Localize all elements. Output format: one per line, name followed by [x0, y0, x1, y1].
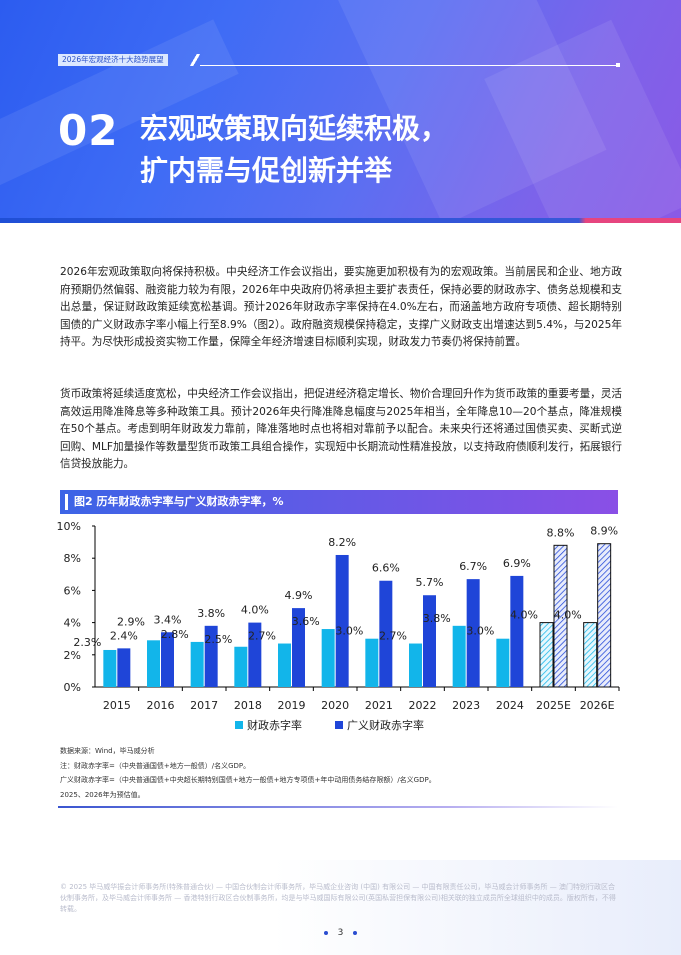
x-tick-label: 2015 — [103, 699, 131, 712]
header-stripe — [0, 218, 681, 223]
data-label-fiscal-deficit: 3.8% — [423, 612, 451, 625]
x-tick-label: 2025E — [536, 699, 571, 712]
x-tick-label: 2021 — [365, 699, 393, 712]
y-tick-label: 10% — [57, 520, 81, 533]
data-label-broad-deficit: 4.9% — [285, 589, 313, 602]
bar-broad-deficit — [466, 579, 480, 687]
bar-broad-deficit — [423, 595, 436, 687]
tag-dot-icon — [616, 63, 620, 67]
data-label-fiscal-deficit: 2.3% — [73, 636, 101, 649]
bar-fiscal-deficit — [539, 622, 554, 688]
data-label-broad-deficit: 4.0% — [241, 604, 269, 617]
data-label-broad-deficit: 8.8% — [547, 526, 575, 539]
x-tick-label: 2022 — [409, 699, 437, 712]
x-tick-label: 2018 — [234, 699, 262, 712]
bar-fiscal-deficit — [365, 638, 379, 687]
data-label-broad-deficit: 3.4% — [154, 613, 182, 626]
title-line-1: 宏观政策取向延续积极， — [140, 112, 449, 145]
paragraph-fiscal: 2026年宏观政策取向将保持积极。中央经济工作会议指出，要实施更加积极有为的宏观… — [60, 266, 622, 349]
section-title: 宏观政策取向延续积极， 扩内需与促创新并举 — [140, 108, 448, 192]
note-fiscal-deficit: 注：财政赤字率=（中央普通国债+地方一般债）/名义GDP。 — [60, 761, 251, 770]
data-label-broad-deficit: 8.2% — [328, 536, 356, 549]
legend-label: 广义财政赤字率 — [347, 718, 424, 732]
hero-banner — [0, 0, 681, 222]
data-label-broad-deficit: 2.4% — [110, 629, 138, 642]
page-number: 3 — [337, 928, 344, 938]
bar-broad-deficit — [510, 575, 524, 687]
data-label-fiscal-deficit: 3.6% — [292, 615, 320, 628]
data-label-fiscal-deficit: 2.5% — [204, 633, 232, 646]
x-tick-label: 2026E — [580, 699, 615, 712]
data-label-fiscal-deficit: 2.7% — [248, 630, 276, 643]
bar-fiscal-deficit — [409, 643, 422, 687]
bar-fiscal-deficit — [496, 638, 510, 687]
paragraph-monetary: 货币政策将延续适度宽松，中央经济工作会议指出，把促进经济稳定增长、物价合理回升作… — [60, 388, 622, 471]
data-label-broad-deficit: 6.6% — [372, 562, 400, 575]
tag-arrow-icon — [190, 54, 200, 66]
data-label-fiscal-deficit: 3.0% — [335, 625, 363, 638]
legend-swatch — [335, 721, 343, 729]
data-label-broad-deficit: 6.9% — [503, 557, 531, 570]
title-line-2: 扩内需与促创新并举 — [140, 154, 393, 187]
bar-fiscal-deficit — [190, 641, 204, 687]
y-tick-label: 0% — [64, 681, 81, 694]
data-label-fiscal-deficit: 2.7% — [379, 630, 407, 643]
chart-notes: 数据来源：Wind，毕马威分析 注：财政赤字率=（中央普通国债+地方一般债）/名… — [60, 744, 436, 802]
data-label-broad-deficit: 5.7% — [416, 576, 444, 589]
x-tick-label: 2020 — [321, 699, 349, 712]
bar-fiscal-deficit — [321, 629, 335, 687]
data-source: 数据来源：Wind，毕马威分析 — [60, 747, 155, 755]
data-label-broad-deficit: 8.9% — [590, 525, 618, 538]
data-label-broad-deficit: 6.7% — [459, 560, 487, 573]
x-tick-label: 2024 — [496, 699, 524, 712]
note-broad-deficit: 广义财政赤字率=（中央普通国债+中央超长期特别国债+地方一般债+地方专项债+年中… — [60, 776, 436, 784]
notes-divider — [58, 806, 618, 808]
bar-broad-deficit — [335, 554, 349, 687]
bar-broad-deficit — [204, 625, 218, 687]
bar-broad-deficit — [553, 544, 568, 688]
bar-fiscal-deficit — [452, 625, 466, 687]
bar-fiscal-deficit — [147, 640, 160, 687]
y-tick-label: 6% — [64, 584, 81, 597]
bar-broad-deficit — [292, 608, 305, 687]
legend-swatch — [235, 721, 243, 729]
y-tick-label: 8% — [64, 552, 81, 565]
x-tick-label: 2017 — [190, 699, 218, 712]
tag-divider — [200, 65, 618, 66]
report-tag: 2026年宏观经济十大趋势展望 — [58, 54, 168, 66]
bar-broad-deficit — [161, 632, 174, 687]
y-tick-label: 4% — [64, 617, 81, 630]
bar-fiscal-deficit — [234, 646, 248, 687]
footer-background — [0, 860, 681, 955]
bar-broad-deficit — [248, 622, 262, 687]
data-label-fiscal-deficit: 2.9% — [117, 615, 145, 628]
section-number: 02 — [58, 106, 119, 155]
bar-broad-deficit — [117, 648, 131, 687]
note-estimates: 2025、2026年为预估值。 — [60, 790, 145, 799]
y-tick-label: 2% — [64, 649, 81, 662]
data-label-fiscal-deficit: 4.0% — [510, 609, 538, 622]
bar-broad-deficit — [379, 580, 393, 687]
deficit-chart: 0% 2% 4% 6% 8% 10% 2015 2016 2017 2018 2019 2020 202… — [57, 520, 620, 732]
x-tick-label: 2019 — [278, 699, 306, 712]
data-label-fiscal-deficit: 2.8% — [161, 628, 189, 641]
bar-broad-deficit — [597, 543, 612, 688]
footer-copyright: © 2025 毕马威华振会计师事务所(特殊普通合伙) — 中国合伙制会计师事务所… — [60, 883, 616, 913]
bar-fiscal-deficit — [103, 649, 117, 687]
data-label-broad-deficit: 3.8% — [197, 607, 225, 620]
data-label-fiscal-deficit: 4.0% — [554, 609, 582, 622]
data-label-fiscal-deficit: 3.0% — [466, 625, 494, 638]
x-tick-label: 2023 — [452, 699, 480, 712]
x-tick-label: 2016 — [147, 699, 175, 712]
page-indicator: 3 — [0, 928, 681, 938]
bar-fiscal-deficit — [278, 643, 291, 687]
dot-icon — [323, 930, 328, 935]
legend-label: 财政赤字率 — [247, 718, 302, 732]
bar-fiscal-deficit — [583, 622, 598, 688]
figure-title: 图2 历年财政赤字率与广义财政赤字率，% — [60, 490, 618, 514]
dot-icon — [353, 930, 358, 935]
